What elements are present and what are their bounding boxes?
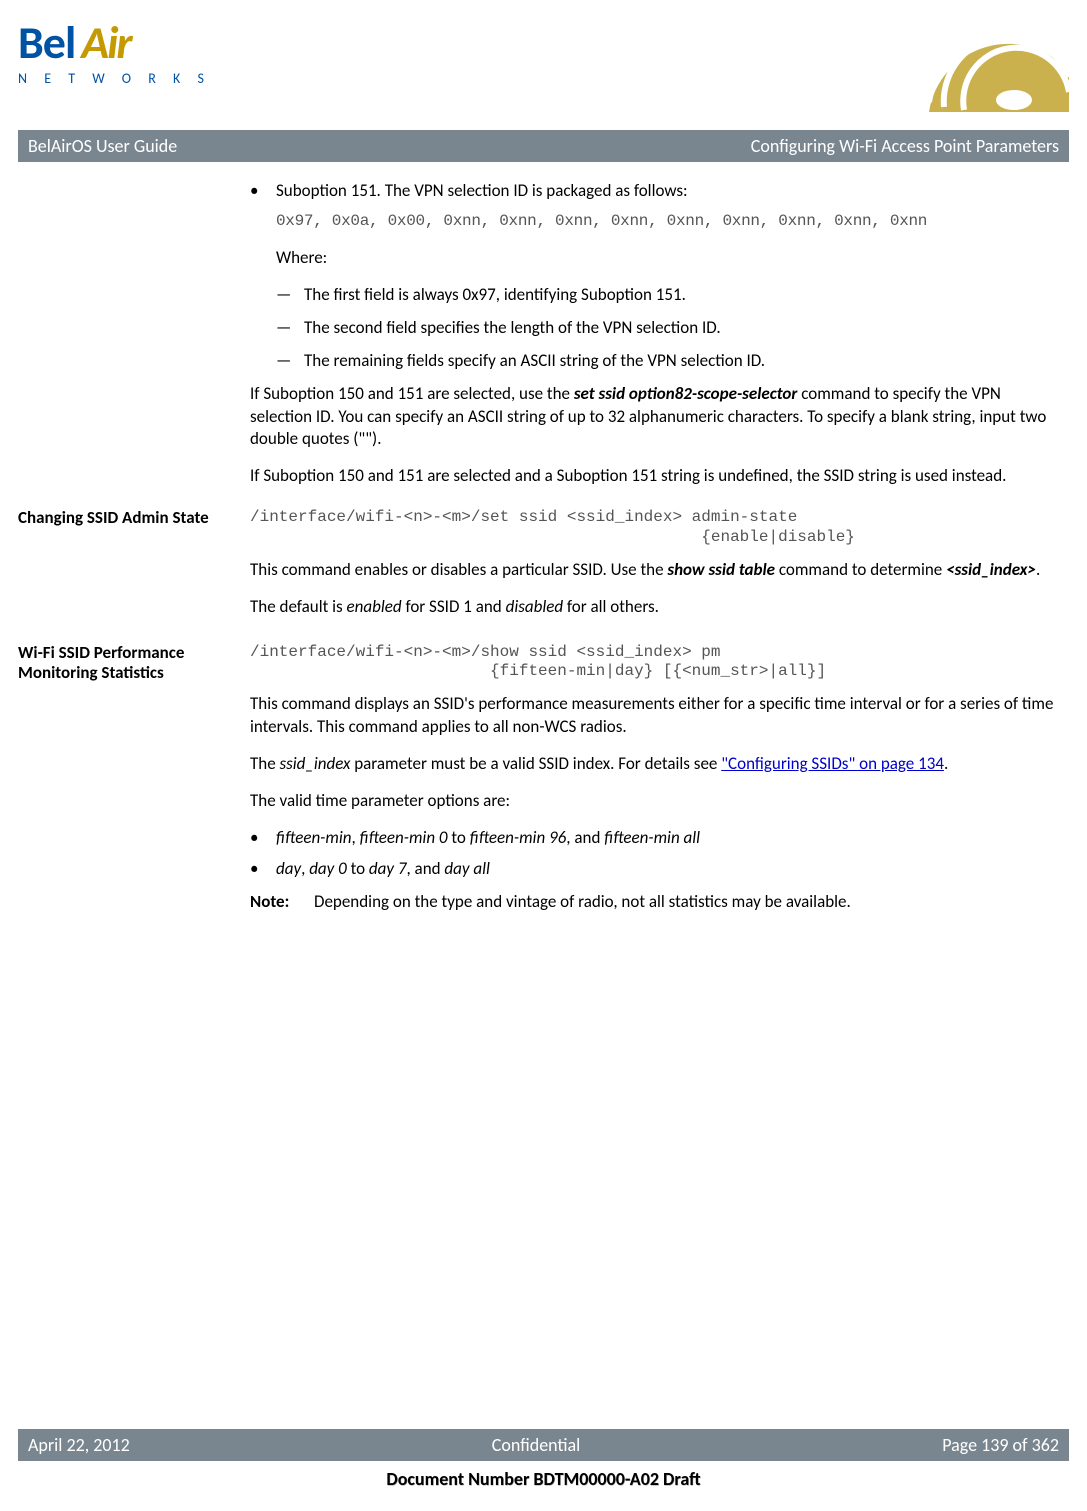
- brand-logo: Bel Air N E T W O R K S: [18, 12, 211, 89]
- code-command: /interface/wifi-<n>-<m>/set ssid <ssid_i…: [250, 508, 1063, 546]
- bullet-text: Suboption 151. The VPN selection ID is p…: [276, 180, 1063, 203]
- command-ref: show ssid table: [667, 559, 775, 580]
- footer-date: April 22, 2012: [28, 1433, 130, 1457]
- document-number: Document Number BDTM00000-A02 Draft: [0, 1467, 1087, 1491]
- page-header: Bel Air N E T W O R K S: [18, 12, 1069, 120]
- chapter-title: Configuring Wi-Fi Access Point Parameter…: [751, 134, 1059, 158]
- section-heading: Changing SSID Admin State: [18, 508, 236, 528]
- section-heading: Wi-Fi SSID Performance Monitoring Statis…: [18, 643, 236, 684]
- paragraph: If Suboption 150 and 151 are selected an…: [250, 465, 1063, 488]
- dash-text: The second field specifies the length of…: [304, 317, 721, 340]
- paragraph: The default is enabled for SSID 1 and di…: [250, 596, 1063, 619]
- arg-ref: ssid_index: [280, 753, 351, 774]
- footer-bar: April 22, 2012 Confidential Page 139 of …: [18, 1429, 1069, 1461]
- value-ref: enabled: [347, 596, 402, 617]
- bullet-icon: •: [250, 180, 276, 203]
- dash-text: The first field is always 0x97, identify…: [304, 284, 686, 307]
- note-block: Note: Depending on the type and vintage …: [250, 891, 1063, 914]
- brand-text-air: Air: [81, 12, 130, 74]
- cross-reference-link[interactable]: "Configuring SSIDs" on page 134: [721, 753, 944, 774]
- command-ref: set ssid option82-scope-selector: [574, 383, 798, 404]
- brand-mark-icon: [909, 12, 1069, 119]
- arg-ref: <ssid_index>: [946, 559, 1036, 580]
- where-label: Where:: [250, 247, 1063, 270]
- title-bar: BelAirOS User Guide Configuring Wi-Fi Ac…: [18, 130, 1069, 162]
- bullet-icon: •: [250, 827, 276, 850]
- paragraph: The ssid_index parameter must be a valid…: [250, 753, 1063, 776]
- value-ref: disabled: [506, 596, 564, 617]
- note-label: Note:: [250, 891, 314, 914]
- footer-confidential: Confidential: [492, 1433, 580, 1457]
- dash-icon: —: [276, 284, 304, 307]
- paragraph: This command enables or disables a parti…: [250, 559, 1063, 582]
- dash-icon: —: [276, 317, 304, 340]
- note-text: Depending on the type and vintage of rad…: [314, 891, 851, 914]
- doc-title: BelAirOS User Guide: [28, 134, 177, 158]
- bullet-text: day, day 0 to day 7, and day all: [276, 858, 1063, 881]
- bullet-text: fifteen-min, fifteen-min 0 to fifteen-mi…: [276, 827, 1063, 850]
- code-hex: 0x97, 0x0a, 0x00, 0xnn, 0xnn, 0xnn, 0xnn…: [276, 211, 1063, 233]
- paragraph: If Suboption 150 and 151 are selected, u…: [250, 383, 1063, 452]
- paragraph: This command displays an SSID's performa…: [250, 693, 1063, 739]
- dash-text: The remaining fields specify an ASCII st…: [304, 350, 765, 373]
- brand-text-bel: Bel: [18, 12, 75, 74]
- code-command: /interface/wifi-<n>-<m>/show ssid <ssid_…: [250, 643, 1063, 681]
- footer-page: Page 139 of 362: [942, 1433, 1059, 1457]
- paragraph: The valid time parameter options are:: [250, 790, 1063, 813]
- bullet-icon: •: [250, 858, 276, 881]
- dash-icon: —: [276, 350, 304, 373]
- brand-subtext: N E T W O R K S: [18, 70, 211, 89]
